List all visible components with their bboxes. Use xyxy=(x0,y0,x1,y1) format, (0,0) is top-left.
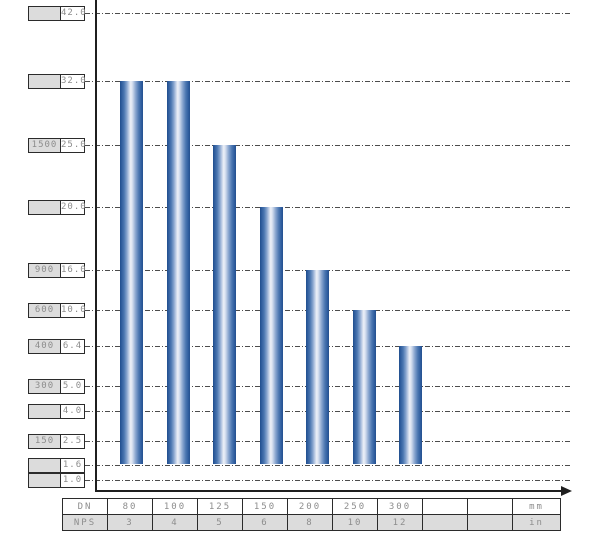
nps-cell: 4 xyxy=(152,514,198,531)
nps-cell: 6 xyxy=(242,514,288,531)
class-rating-box: 900 xyxy=(28,263,61,278)
gridline-pn-1.0 xyxy=(85,480,570,481)
nps-cell: 8 xyxy=(287,514,333,531)
y-axis-label-row: 42.0 xyxy=(28,6,86,21)
dn-cell: 300 xyxy=(377,498,423,515)
dn-cell: 200 xyxy=(287,498,333,515)
class-rating-box: 150 xyxy=(28,434,61,449)
nps-cell: in xyxy=(512,514,561,531)
pn-value-box: 4.0 xyxy=(60,404,85,419)
dn-cell: 80 xyxy=(107,498,153,515)
gridline-pn-32.0 xyxy=(85,81,570,82)
class-rating-box: 600 xyxy=(28,303,61,318)
bar-dn-80 xyxy=(120,81,143,464)
nps-cell xyxy=(422,514,468,531)
class-rating-box xyxy=(28,200,61,215)
pn-value-box: 2.5 xyxy=(60,434,85,449)
y-axis-label-row: 150 2.5 xyxy=(28,434,85,449)
dn-cell: 100 xyxy=(152,498,198,515)
y-axis-line xyxy=(95,0,97,492)
bar-dn-100 xyxy=(166,81,190,464)
dn-cell: 150 xyxy=(242,498,288,515)
class-rating-box: 1500 xyxy=(28,138,61,153)
pn-value-box: 6.4 xyxy=(60,339,85,354)
y-axis-label-row: 20.0 xyxy=(28,200,86,215)
gridline-pn-42.0 xyxy=(85,13,570,14)
x-axis-arrow-icon xyxy=(561,486,572,496)
x-axis-line xyxy=(95,490,563,492)
pn-value-box: 42.0 xyxy=(60,6,86,21)
gridline-pn-20.0 xyxy=(85,207,570,208)
nps-cell: 10 xyxy=(332,514,378,531)
dn-cell: 125 xyxy=(197,498,243,515)
nps-cell xyxy=(467,514,513,531)
nps-cell: NPS xyxy=(62,514,108,531)
nps-cell: 3 xyxy=(107,514,153,531)
dn-row: DN 80 100 125 150 200 250 300 mm xyxy=(62,498,561,515)
dn-cell xyxy=(467,498,513,515)
y-axis-label-row: 400 6.4 xyxy=(28,339,85,354)
pn-value-box: 1.0 xyxy=(60,473,85,488)
nps-row: NPS 3 4 5 6 8 10 12 in xyxy=(62,514,561,531)
dn-cell xyxy=(422,498,468,515)
y-axis-label-row: 1.0 xyxy=(28,473,85,488)
class-rating-box xyxy=(28,404,61,419)
pn-value-box: 20.0 xyxy=(60,200,86,215)
y-axis-label-row: 300 5.0 xyxy=(28,379,85,394)
class-rating-box: 400 xyxy=(28,339,61,354)
class-rating-box: 300 xyxy=(28,379,61,394)
y-axis-label-row: 600 10.0 xyxy=(28,303,86,318)
pn-value-box: 25.0 xyxy=(60,138,86,153)
gridline-pn-1.6 xyxy=(85,465,570,466)
nps-cell: 12 xyxy=(377,514,423,531)
bar-dn-150 xyxy=(259,207,283,464)
pn-value-box: 32.0 xyxy=(60,74,86,89)
class-rating-box xyxy=(28,74,61,89)
dn-cell: 250 xyxy=(332,498,378,515)
y-axis-label-row: 1.6 xyxy=(28,458,85,473)
nps-cell: 5 xyxy=(197,514,243,531)
class-rating-box xyxy=(28,473,61,488)
bar-dn-250 xyxy=(352,310,376,464)
y-axis-label-row: 32.0 xyxy=(28,74,86,89)
class-rating-box xyxy=(28,6,61,21)
pn-value-box: 1.6 xyxy=(60,458,85,473)
y-axis-label-row: 1500 25.0 xyxy=(28,138,86,153)
class-rating-box xyxy=(28,458,61,473)
pn-value-box: 16.0 xyxy=(60,263,86,278)
dn-cell: DN xyxy=(62,498,108,515)
pn-value-box: 10.0 xyxy=(60,303,86,318)
dn-nps-size-table: DN 80 100 125 150 200 250 300 mm NPS 3 4 5 6 8 10 12 in xyxy=(62,498,561,531)
dn-cell: mm xyxy=(512,498,561,515)
bar-dn-125 xyxy=(213,145,236,464)
bar-dn-200 xyxy=(306,270,329,464)
pn-value-box: 5.0 xyxy=(60,379,85,394)
gridline-pn-25.0 xyxy=(85,145,570,146)
bar-dn-300 xyxy=(399,346,422,464)
y-axis-label-row: 4.0 xyxy=(28,404,85,419)
y-axis-label-row: 900 16.0 xyxy=(28,263,86,278)
